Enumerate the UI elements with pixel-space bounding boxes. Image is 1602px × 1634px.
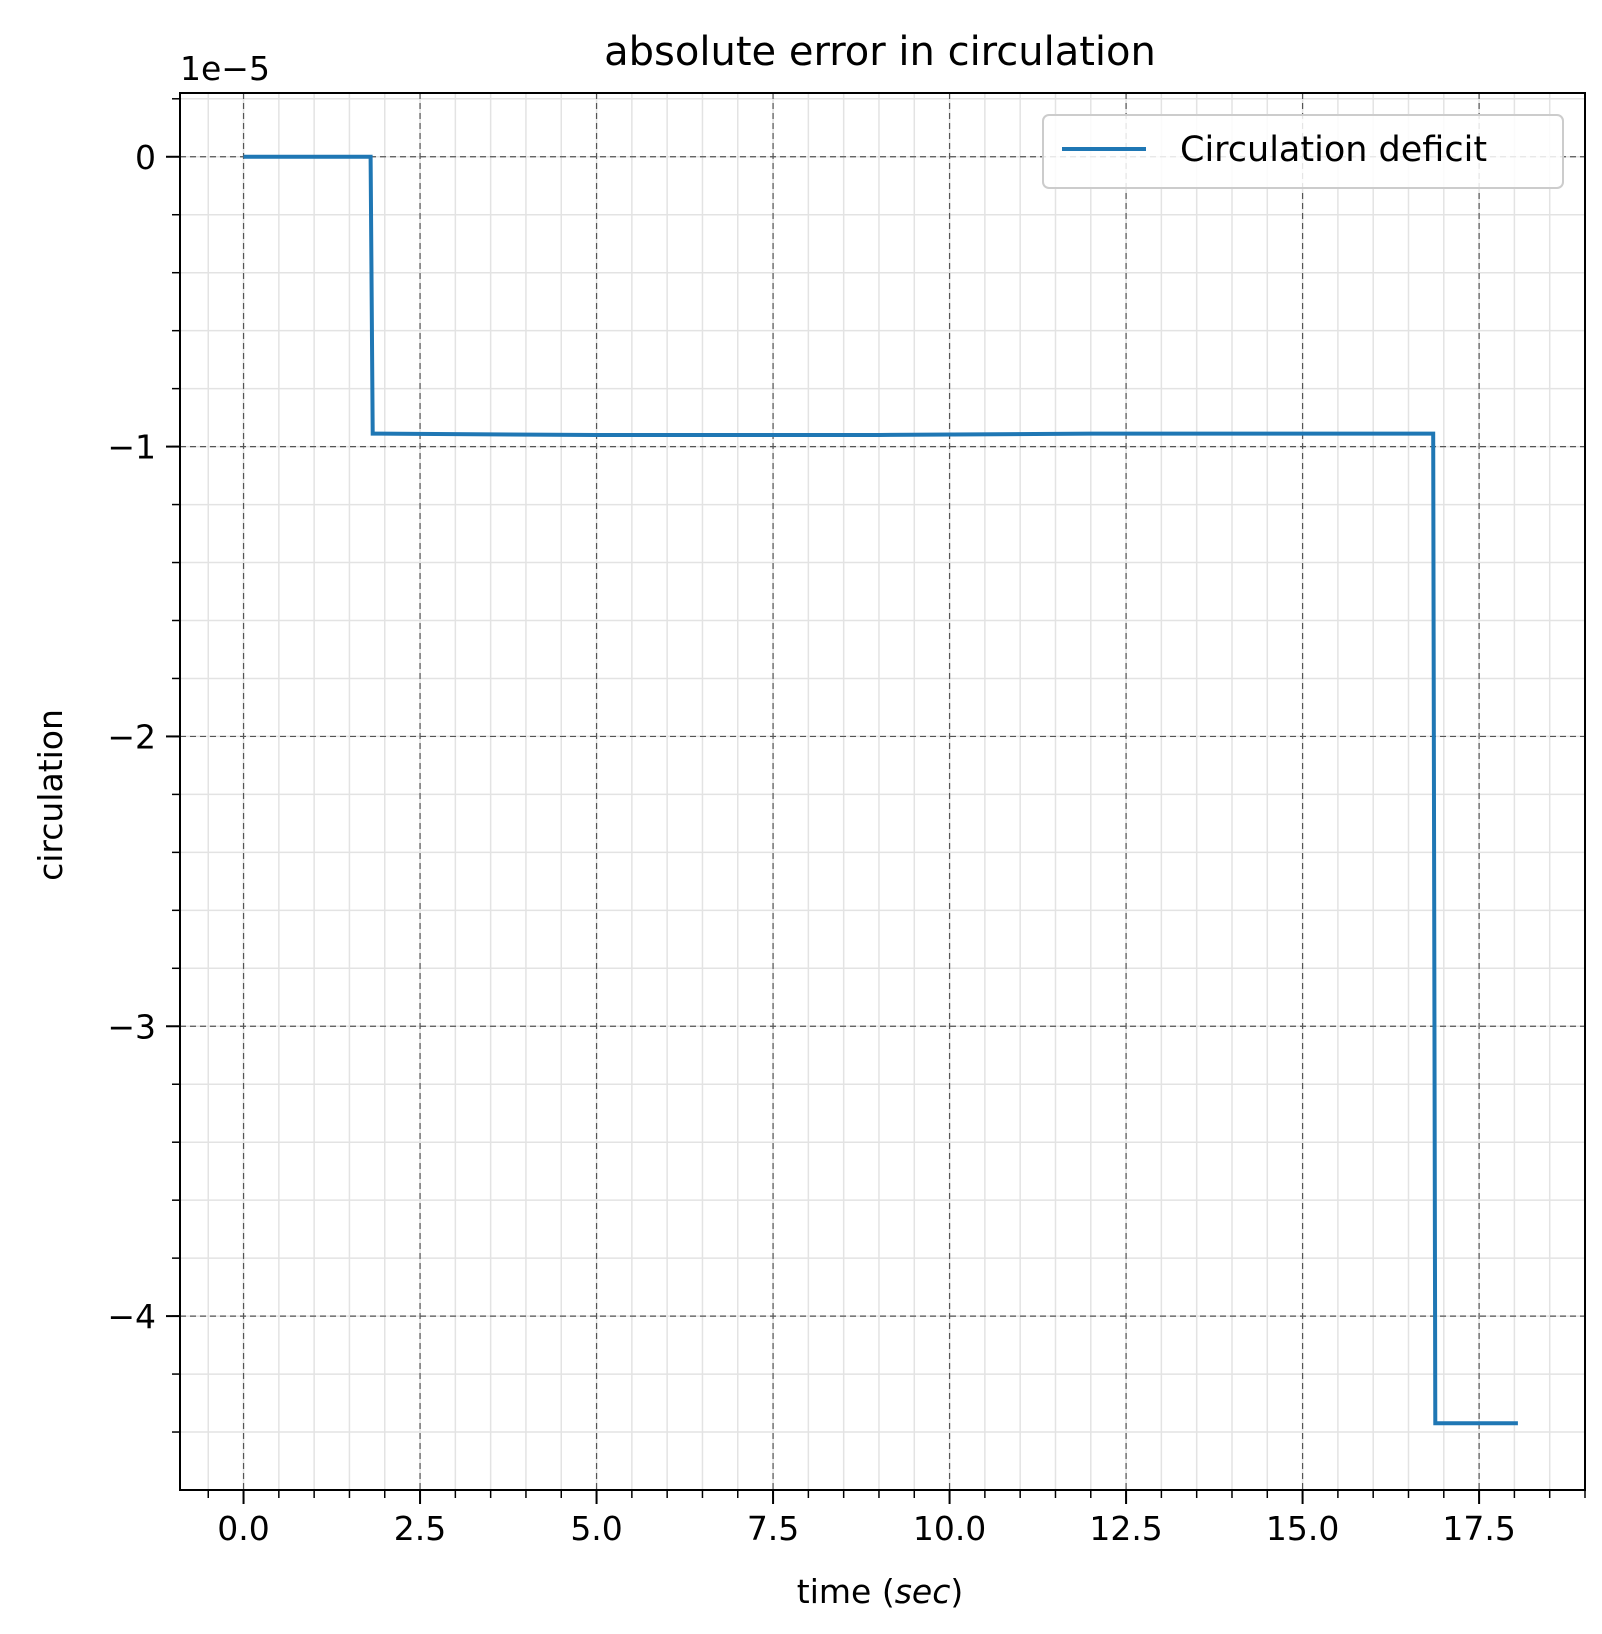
y-tick-label: −3 <box>107 1007 156 1046</box>
x-tick-label: 17.5 <box>1442 1509 1515 1548</box>
x-tick-label: 0.0 <box>217 1509 269 1548</box>
y-tick-label: 0 <box>135 138 156 177</box>
y-tick-label: −4 <box>107 1297 156 1336</box>
series-line-circulation-deficit <box>243 154 1518 1426</box>
y-offset-label: 1e−5 <box>180 49 270 88</box>
ticks <box>166 98 1586 1504</box>
legend: Circulation deficit <box>1042 114 1564 189</box>
y-axis-label: circulation <box>31 709 70 881</box>
plot-frame <box>179 92 1586 1491</box>
x-axis-label-unit: sec <box>895 1572 951 1611</box>
x-tick-label: 15.0 <box>1266 1509 1339 1548</box>
x-axis-label: time (sec) <box>797 1572 963 1611</box>
tick-labels: 0.0 2.5 5.0 7.5 10.0 12.5 15.0 17.5 0 −1 −2 −3 −4 <box>107 138 1515 1548</box>
y-tick-label: −1 <box>107 428 156 467</box>
x-axis-label-close: ) <box>950 1572 963 1611</box>
legend-label: Circulation deficit <box>1180 130 1487 170</box>
major-grid <box>180 93 1585 1490</box>
legend-box <box>1042 114 1564 189</box>
x-tick-label: 10.0 <box>913 1509 986 1548</box>
x-tick-label: 2.5 <box>394 1509 446 1548</box>
x-tick-label: 5.0 <box>570 1509 622 1548</box>
x-tick-label: 7.5 <box>747 1509 799 1548</box>
series-layer <box>243 154 1518 1426</box>
y-tick-label: −2 <box>107 717 156 756</box>
x-tick-label: 12.5 <box>1089 1509 1162 1548</box>
x-axis-label-text: time ( <box>797 1572 895 1611</box>
chart-title: absolute error in circulation <box>604 29 1156 75</box>
minor-grid <box>180 93 1586 1490</box>
